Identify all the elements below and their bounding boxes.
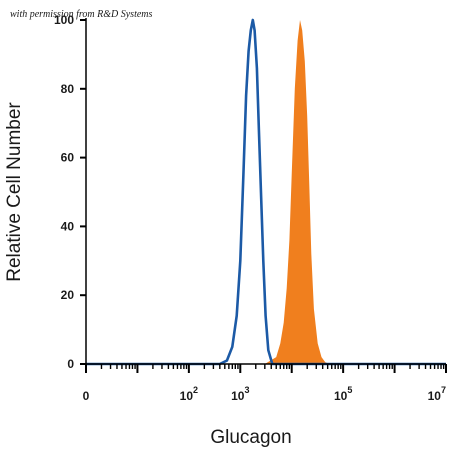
y-tick-label: 100 xyxy=(54,13,74,27)
series-layer xyxy=(86,18,446,366)
series-outline-histogram xyxy=(86,18,446,366)
y-axis-title: Relative Cell Number xyxy=(4,102,25,282)
x-tick-label: 103 xyxy=(231,385,249,403)
y-tick-label: 80 xyxy=(61,82,75,96)
y-tick-label: 0 xyxy=(67,357,74,371)
x-tick-label: 107 xyxy=(428,385,446,403)
y-tick-label: 40 xyxy=(61,219,75,233)
x-axis-title: Glucagon xyxy=(210,427,291,448)
y-tick-label: 20 xyxy=(61,288,75,302)
y-tick-label: 60 xyxy=(61,151,75,165)
x-tick-label: 105 xyxy=(334,385,352,403)
x-tick-label: 102 xyxy=(180,385,198,403)
watermark: with permission from R&D Systems xyxy=(10,9,153,20)
label-layer: 0 20 40 60 80 100 0 102 103 105 107 Glucagon Relativ… xyxy=(4,13,446,448)
axes-layer xyxy=(80,18,447,373)
x-tick-label: 0 xyxy=(83,389,90,403)
